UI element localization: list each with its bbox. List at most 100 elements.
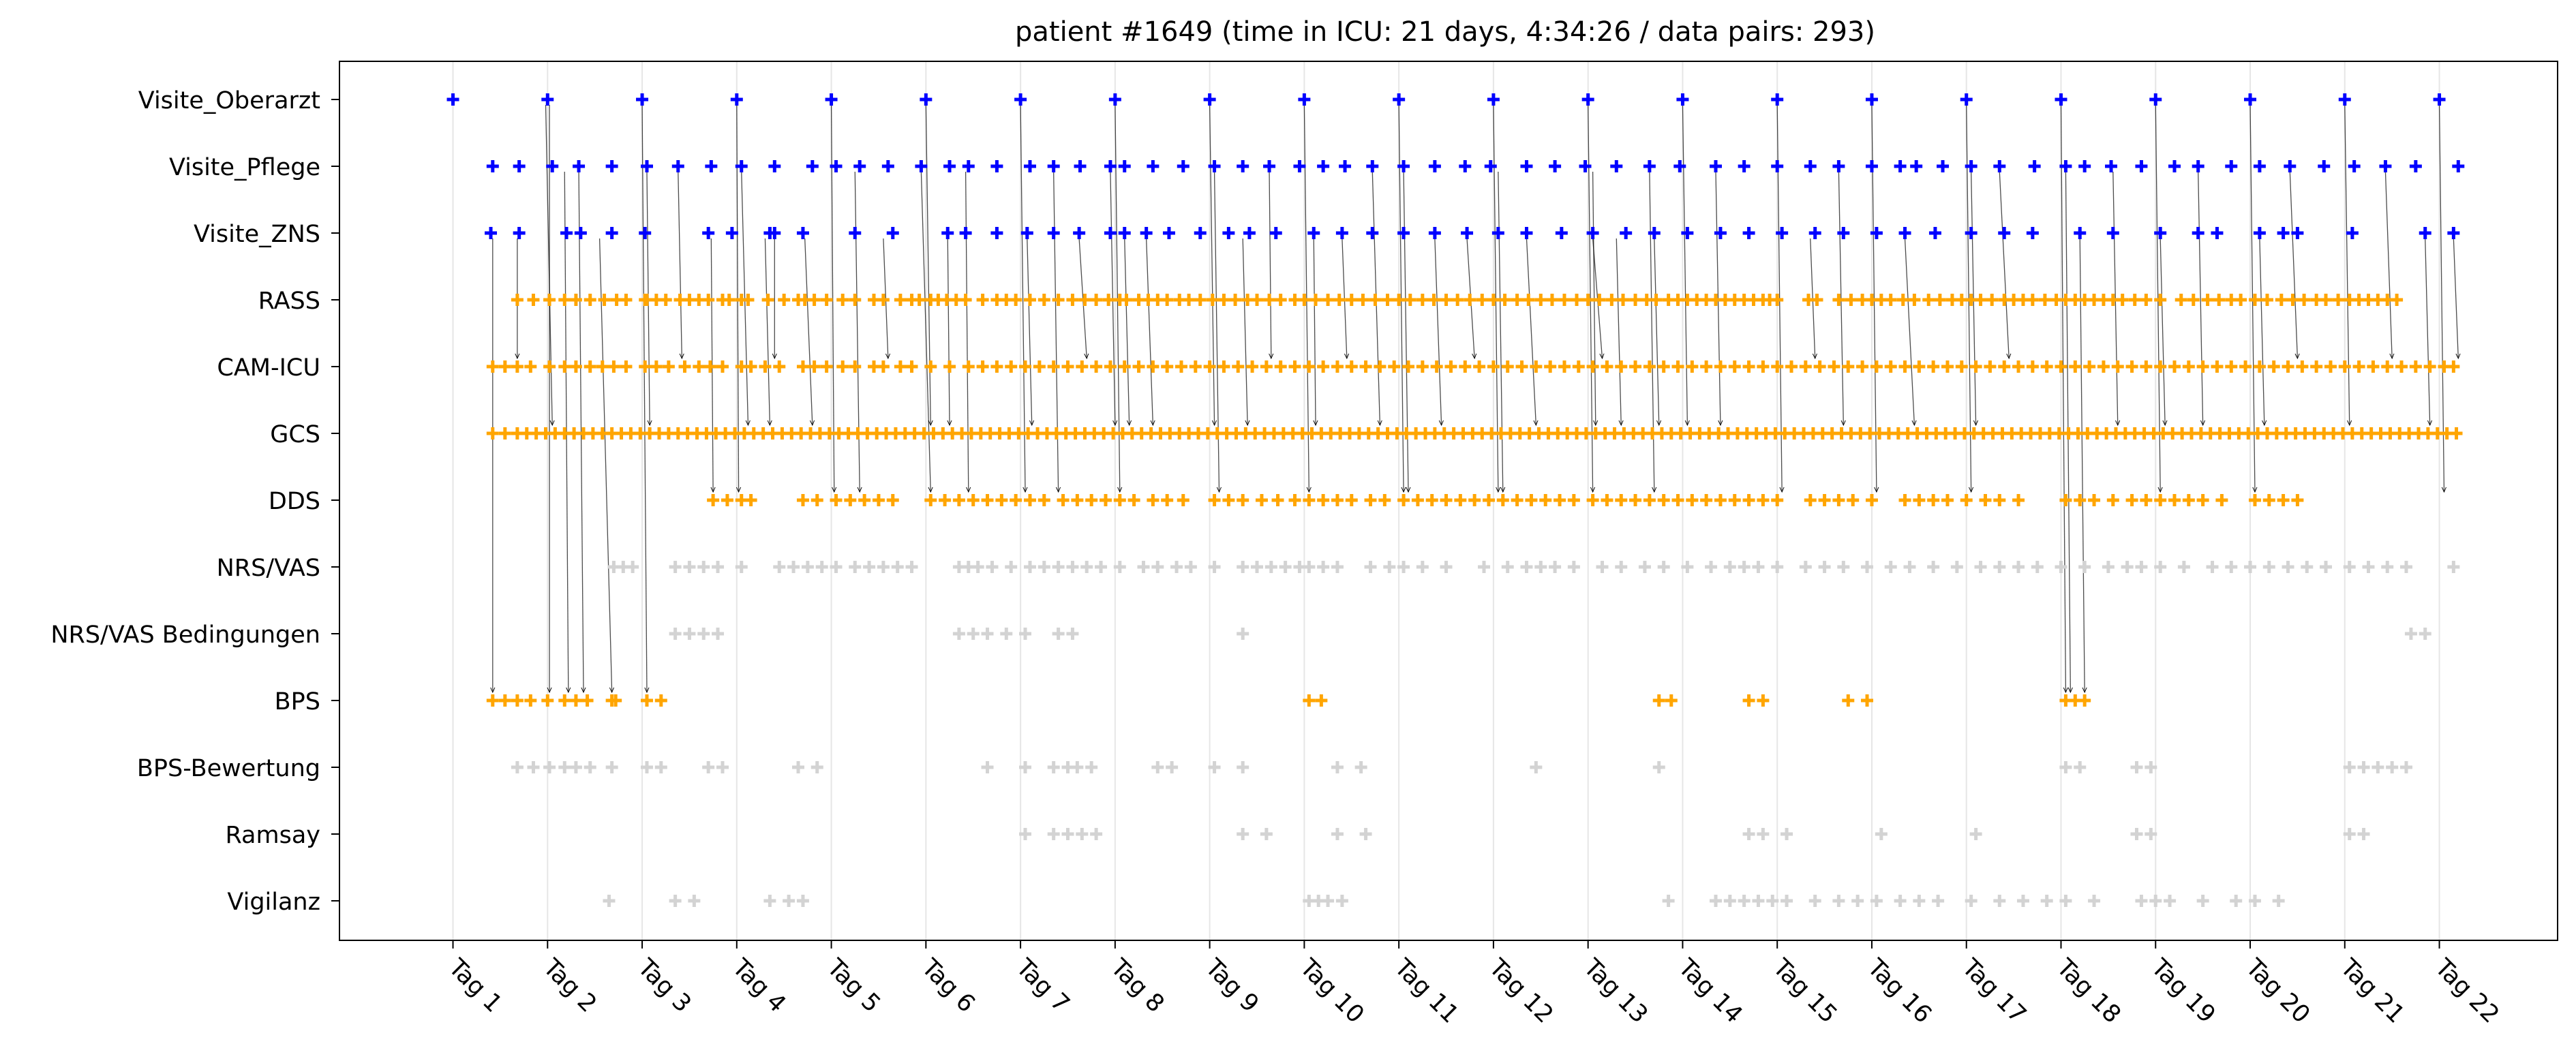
data-point — [669, 895, 682, 907]
x-tick-label: Tag 2 — [537, 953, 602, 1018]
data-point — [1331, 561, 1344, 573]
data-point — [981, 761, 994, 773]
data-point — [759, 360, 772, 373]
data-point — [1610, 160, 1623, 172]
data-point — [778, 294, 791, 306]
y-tick-label: BPS-Bewertung — [137, 755, 320, 782]
data-point — [1979, 494, 1992, 506]
data-point — [1203, 93, 1216, 106]
data-point — [1681, 227, 1694, 239]
data-point — [1366, 160, 1379, 172]
data-point — [2111, 360, 2124, 373]
data-point — [2225, 360, 2238, 373]
data-point — [2177, 561, 2190, 573]
data-point — [1676, 93, 1689, 106]
data-point — [1161, 494, 1174, 506]
data-point — [2116, 294, 2129, 306]
data-point — [792, 761, 804, 773]
data-point — [1317, 561, 1330, 573]
data-point — [702, 761, 715, 773]
data-point — [1941, 360, 1954, 373]
data-point — [2320, 294, 2333, 306]
data-point — [1010, 294, 1022, 306]
data-point — [1464, 294, 1476, 306]
link-arrow — [1649, 171, 1654, 492]
data-point — [820, 294, 833, 306]
data-point — [1037, 494, 1050, 506]
link-arrow — [678, 171, 682, 358]
data-point — [986, 561, 999, 573]
link-arrow — [2453, 238, 2458, 358]
y-axis-labels: Visite_Oberarzt Visite_Pflege Visite_ZNS RA… — [50, 87, 339, 916]
data-point — [2447, 360, 2460, 373]
data-point — [2059, 494, 2072, 506]
data-point — [1237, 494, 1249, 506]
data-point — [1427, 294, 1440, 306]
data-point — [886, 227, 899, 239]
data-point — [1251, 294, 1263, 306]
data-point — [2367, 360, 2380, 373]
link-arrow — [1498, 171, 1503, 492]
data-point — [1555, 227, 1568, 239]
data-point — [2352, 360, 2365, 373]
data-point — [1335, 227, 1348, 239]
data-point — [2332, 294, 2345, 306]
data-point — [2201, 294, 2214, 306]
data-point — [650, 360, 663, 373]
data-point — [1071, 761, 1084, 773]
data-point — [1913, 360, 1926, 373]
data-point — [558, 360, 571, 373]
data-point — [1752, 895, 1765, 907]
data-point — [558, 694, 571, 707]
data-point — [1870, 227, 1883, 239]
data-point — [1652, 761, 1665, 773]
data-point — [1339, 160, 1352, 172]
data-point — [976, 360, 989, 373]
data-point — [2362, 561, 2375, 573]
data-point — [1714, 360, 1727, 373]
data-point — [1629, 360, 1642, 373]
data-point — [2234, 294, 2247, 306]
data-point — [1052, 294, 1065, 306]
data-point — [1554, 494, 1566, 506]
data-point — [1581, 93, 1594, 106]
data-point — [543, 761, 556, 773]
data-point — [1288, 360, 1301, 373]
data-point — [1274, 294, 1287, 306]
data-point — [1894, 160, 1907, 172]
link-arrow — [1904, 238, 1915, 425]
data-point — [1177, 160, 1189, 172]
data-point — [584, 761, 596, 773]
data-point — [2213, 294, 2226, 306]
data-point — [1657, 561, 1670, 573]
data-point — [1965, 160, 1978, 172]
data-point — [1993, 895, 2006, 907]
data-point — [825, 93, 838, 106]
data-point — [1937, 160, 1950, 172]
data-point — [596, 360, 609, 373]
data-point — [1710, 895, 1723, 907]
data-point — [1615, 360, 1628, 373]
data-point — [830, 561, 843, 573]
data-point — [2074, 227, 2087, 239]
data-point — [1522, 294, 1535, 306]
data-point — [1771, 360, 1784, 373]
data-point — [705, 160, 718, 172]
data-point — [2343, 828, 2356, 840]
data-point — [671, 160, 684, 172]
data-point — [2031, 561, 2044, 573]
data-point — [858, 494, 871, 506]
data-point — [1965, 227, 1978, 239]
data-point — [543, 294, 556, 306]
data-point — [1643, 360, 1656, 373]
data-point — [1525, 494, 1538, 506]
data-point — [1657, 494, 1670, 506]
data-point — [1222, 494, 1235, 506]
data-point — [2145, 761, 2157, 773]
data-point — [2253, 360, 2266, 373]
data-point — [1166, 761, 1179, 773]
data-point — [2154, 494, 2167, 506]
data-point — [2026, 227, 2039, 239]
data-point — [2261, 294, 2273, 306]
data-point — [836, 294, 849, 306]
